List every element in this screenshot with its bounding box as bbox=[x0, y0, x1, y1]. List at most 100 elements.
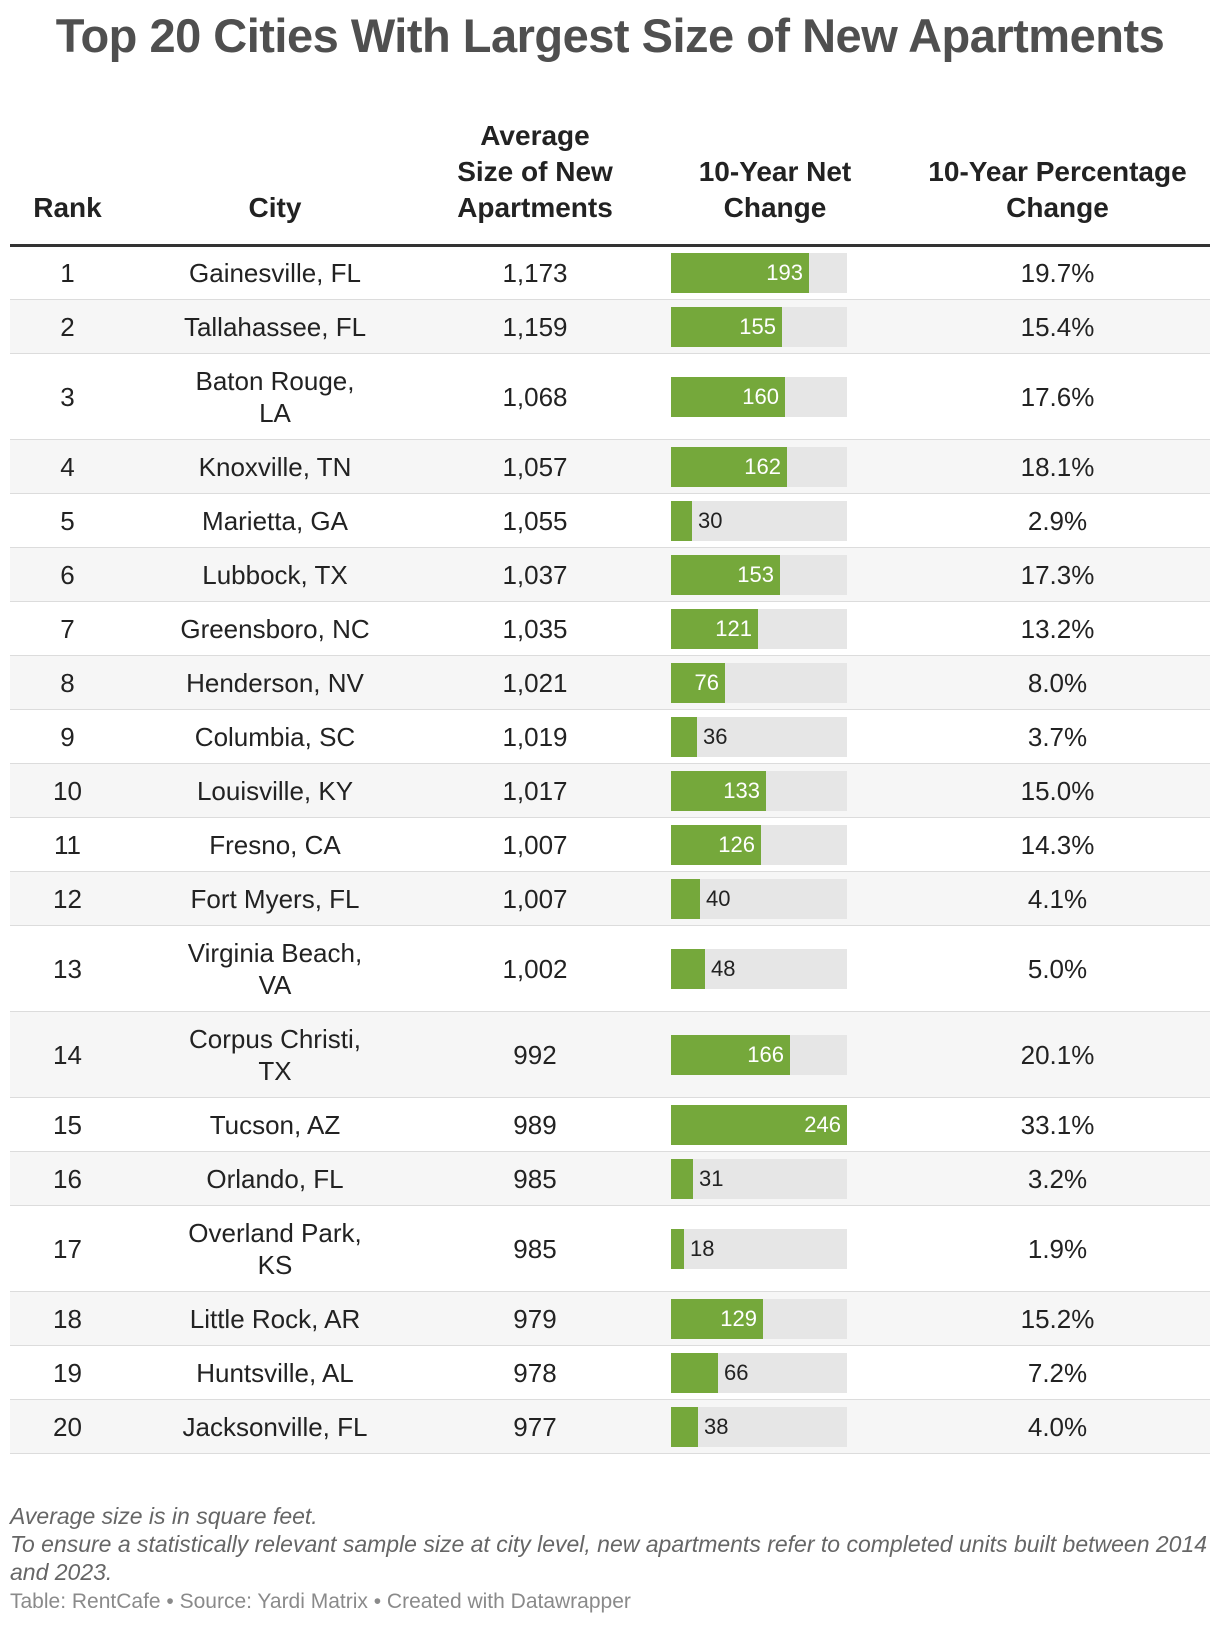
city-line: Henderson, NV bbox=[186, 667, 364, 698]
cell-city: Corpus Christi, TX bbox=[125, 1011, 425, 1098]
bar-fill bbox=[671, 1406, 698, 1447]
cell-rank: 4 bbox=[10, 439, 125, 494]
cell-net-change: 162 bbox=[645, 439, 905, 494]
city-line: VA bbox=[258, 969, 292, 1000]
city-line: Gainesville, FL bbox=[189, 258, 361, 288]
cell-city: Louisville, KY bbox=[125, 763, 425, 818]
bar-value-label: 121 bbox=[715, 615, 752, 641]
header-city[interactable]: City bbox=[125, 118, 425, 247]
bar-value-label: 129 bbox=[720, 1305, 757, 1331]
bar-value-label: 66 bbox=[724, 1359, 749, 1385]
bar-value-label: 126 bbox=[718, 831, 755, 857]
cell-city: Henderson, NV bbox=[125, 655, 425, 710]
bar-fill bbox=[671, 1352, 718, 1393]
bar-value-label: 162 bbox=[744, 453, 781, 479]
cell-avg-size: 1,007 bbox=[425, 817, 645, 872]
header-net-change[interactable]: 10-Year Net Change bbox=[645, 118, 905, 247]
cell-rank: 3 bbox=[10, 353, 125, 440]
cell-city: Little Rock, AR bbox=[125, 1291, 425, 1346]
bar-track: 40 bbox=[671, 878, 847, 919]
cell-pct-change: 15.0% bbox=[905, 763, 1210, 818]
chart-title: Top 20 Cities With Largest Size of New A… bbox=[55, 9, 1165, 62]
cell-city: Tucson, AZ bbox=[125, 1097, 425, 1152]
city-line: Little Rock, AR bbox=[189, 1303, 361, 1334]
cell-avg-size: 1,055 bbox=[425, 493, 645, 548]
bar-fill bbox=[671, 253, 809, 293]
bar-track: 48 bbox=[671, 948, 847, 989]
cell-avg-size: 1,068 bbox=[425, 353, 645, 440]
cell-pct-change: 15.2% bbox=[905, 1291, 1210, 1346]
city-line: Fort Myers, FL bbox=[190, 883, 360, 914]
city-line: Knoxville, TN bbox=[198, 451, 352, 482]
header-rank[interactable]: Rank bbox=[10, 118, 125, 247]
city-line: Jacksonville, FL bbox=[182, 1411, 368, 1442]
cell-avg-size: 989 bbox=[425, 1097, 645, 1152]
cell-avg-size: 1,007 bbox=[425, 871, 645, 926]
table-row: 14 Corpus Christi, TX 992 166 20.1% bbox=[10, 1011, 1210, 1098]
bar-value-label: 193 bbox=[766, 260, 803, 285]
table-row: 12 Fort Myers, FL 1,007 40 4.1% bbox=[10, 871, 1210, 926]
table-row: 8 Henderson, NV 1,021 76 8.0% bbox=[10, 655, 1210, 710]
cell-avg-size: 1,017 bbox=[425, 763, 645, 818]
cell-pct-change: 5.0% bbox=[905, 925, 1210, 1012]
cell-rank: 2 bbox=[10, 299, 125, 354]
city-line: Corpus Christi, bbox=[189, 1023, 361, 1054]
cell-net-change: 18 bbox=[645, 1205, 905, 1292]
cell-net-change: 153 bbox=[645, 547, 905, 602]
cell-net-change: 38 bbox=[645, 1399, 905, 1454]
city-line: TX bbox=[258, 1055, 292, 1086]
bar-fill bbox=[671, 500, 692, 541]
cell-city: Overland Park, KS bbox=[125, 1205, 425, 1292]
cell-net-change: 166 bbox=[645, 1011, 905, 1098]
city-line: Columbia, SC bbox=[194, 721, 356, 752]
header-pct-change[interactable]: 10-Year Percentage Change bbox=[905, 118, 1210, 247]
city-line: LA bbox=[259, 397, 291, 428]
cell-rank: 11 bbox=[10, 817, 125, 872]
cell-rank: 8 bbox=[10, 655, 125, 710]
bar-fill bbox=[671, 376, 785, 417]
footnotes: Average size is in square feet. To ensur… bbox=[10, 1502, 1210, 1586]
city-line: Virginia Beach, bbox=[187, 937, 363, 968]
cell-pct-change: 18.1% bbox=[905, 439, 1210, 494]
city-line: KS bbox=[257, 1249, 293, 1280]
table-row: 5 Marietta, GA 1,055 30 2.9% bbox=[10, 493, 1210, 548]
cell-net-change: 121 bbox=[645, 601, 905, 656]
bar-track: 126 bbox=[671, 824, 847, 865]
cell-avg-size: 1,057 bbox=[425, 439, 645, 494]
bar-fill bbox=[671, 446, 787, 487]
bar-fill bbox=[671, 1228, 684, 1269]
cell-avg-size: 985 bbox=[425, 1151, 645, 1206]
cell-city: Columbia, SC bbox=[125, 709, 425, 764]
city-line: Huntsville, AL bbox=[196, 1357, 354, 1388]
bar-track: 31 bbox=[671, 1158, 847, 1199]
cell-rank: 9 bbox=[10, 709, 125, 764]
footnote-sample: To ensure a statistically relevant sampl… bbox=[10, 1531, 1208, 1585]
bar-fill bbox=[671, 554, 780, 595]
cell-net-change: 193 bbox=[645, 245, 905, 300]
cell-rank: 20 bbox=[10, 1399, 125, 1454]
cell-pct-change: 17.6% bbox=[905, 353, 1210, 440]
city-line: Baton Rouge, bbox=[195, 365, 355, 396]
cell-rank: 18 bbox=[10, 1291, 125, 1346]
footnote-size-unit: Average size is in square feet. bbox=[10, 1503, 318, 1529]
header-avg-size[interactable]: Average Size of New Apartments bbox=[425, 118, 645, 247]
bar-value-label: 30 bbox=[698, 507, 723, 533]
cell-net-change: 36 bbox=[645, 709, 905, 764]
bar-track: 246 bbox=[671, 1104, 847, 1145]
bar-track: 121 bbox=[671, 608, 847, 649]
bar-value-label: 40 bbox=[706, 885, 731, 911]
cell-avg-size: 1,037 bbox=[425, 547, 645, 602]
bar-track: 36 bbox=[671, 716, 847, 757]
cell-city: Orlando, FL bbox=[125, 1151, 425, 1206]
cell-pct-change: 1.9% bbox=[905, 1205, 1210, 1292]
bar-value-label: 155 bbox=[739, 313, 776, 339]
cell-pct-change: 33.1% bbox=[905, 1097, 1210, 1152]
bar-fill bbox=[671, 1158, 693, 1199]
cell-pct-change: 4.0% bbox=[905, 1399, 1210, 1454]
cell-net-change: 30 bbox=[645, 493, 905, 548]
bar-value-label: 48 bbox=[711, 955, 736, 981]
cell-city: Gainesville, FL bbox=[125, 245, 425, 300]
cell-avg-size: 1,002 bbox=[425, 925, 645, 1012]
cell-city: Fort Myers, FL bbox=[125, 871, 425, 926]
cell-pct-change: 7.2% bbox=[905, 1345, 1210, 1400]
